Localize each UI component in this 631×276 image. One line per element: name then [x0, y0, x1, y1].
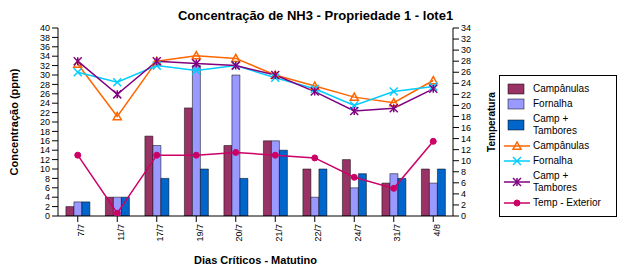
- svg-text:2: 2: [461, 200, 466, 210]
- svg-text:19/7: 19/7: [195, 224, 205, 242]
- html-text:Camp + Tambores: Camp + Tambores: [533, 170, 577, 193]
- svg-text:11/7: 11/7: [116, 224, 126, 241]
- svg-text:32: 32: [461, 34, 471, 44]
- svg-text:36: 36: [40, 42, 50, 52]
- svg-text:28: 28: [461, 56, 471, 66]
- svg-text:38: 38: [40, 33, 50, 43]
- svg-text:16: 16: [40, 136, 50, 146]
- svg-text:Concentração (ppm): Concentração (ppm): [8, 68, 20, 175]
- svg-text:24: 24: [40, 98, 50, 108]
- svg-text:22: 22: [461, 90, 471, 100]
- html-text:Concentração de NH3 - Propried: Concentração de NH3 - Propriedade 1 - lo…: [177, 8, 454, 23]
- svg-text:4/8: 4/8: [432, 224, 442, 237]
- svg-text:26: 26: [40, 89, 50, 99]
- svg-text:4: 4: [461, 189, 466, 199]
- svg-text:31/7: 31/7: [392, 224, 402, 242]
- svg-text:17/7: 17/7: [155, 224, 165, 242]
- svg-text:34: 34: [40, 51, 50, 61]
- svg-text:22/7: 22/7: [313, 224, 323, 242]
- svg-text:12: 12: [40, 155, 50, 165]
- svg-text:Temperatura: Temperatura: [486, 92, 497, 152]
- svg-text:6: 6: [461, 178, 466, 188]
- svg-text:28: 28: [40, 80, 50, 90]
- svg-text:21/7: 21/7: [274, 224, 284, 242]
- svg-text:30: 30: [40, 70, 50, 80]
- svg-text:14: 14: [40, 145, 50, 155]
- svg-text:24: 24: [461, 78, 471, 88]
- svg-text:14: 14: [461, 134, 471, 144]
- svg-text:40: 40: [40, 24, 50, 33]
- html-text:Camp + Tambores: Camp + Tambores: [533, 113, 577, 136]
- svg-text:34: 34: [461, 24, 471, 33]
- svg-text:0: 0: [461, 211, 466, 221]
- svg-text:30: 30: [461, 45, 471, 55]
- svg-text:Dias Críticos - Matutino: Dias Críticos - Matutino: [194, 254, 317, 266]
- svg-text:4: 4: [45, 192, 50, 202]
- html-text:Temp - Exterior: Temp - Exterior: [533, 197, 601, 208]
- svg-text:20/7: 20/7: [234, 224, 244, 242]
- html-text:Fornalha: Fornalha: [533, 98, 573, 109]
- svg-text:18: 18: [40, 127, 50, 137]
- svg-text:18: 18: [461, 112, 471, 122]
- svg-text:6: 6: [45, 183, 50, 193]
- svg-text:12: 12: [461, 145, 471, 155]
- svg-text:24/7: 24/7: [353, 224, 363, 242]
- svg-text:26: 26: [461, 67, 471, 77]
- svg-text:10: 10: [461, 156, 471, 166]
- html-text:Campânulas: Campânulas: [533, 83, 590, 94]
- svg-text:2: 2: [45, 202, 50, 212]
- svg-text:20: 20: [461, 101, 471, 111]
- svg-text:7/7: 7/7: [76, 224, 86, 237]
- svg-text:0: 0: [45, 211, 50, 221]
- svg-text:8: 8: [45, 174, 50, 184]
- svg-text:8: 8: [461, 167, 466, 177]
- html-text:Fornalha: Fornalha: [533, 155, 573, 166]
- svg-text:20: 20: [40, 117, 50, 127]
- html-text:Campânulas: Campânulas: [533, 140, 590, 151]
- svg-text:16: 16: [461, 123, 471, 133]
- svg-text:10: 10: [40, 164, 50, 174]
- svg-text:22: 22: [40, 108, 50, 118]
- svg-text:32: 32: [40, 61, 50, 71]
